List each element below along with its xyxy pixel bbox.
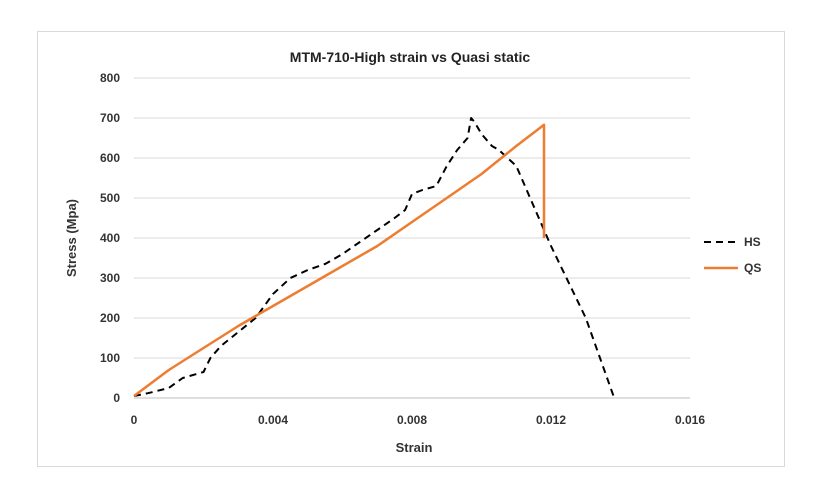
series-line-hs [133, 117, 615, 397]
y-tick-labels: 0 100 200 300 400 500 600 700 800 [100, 71, 120, 405]
y-tick-label: 700 [100, 111, 120, 125]
y-tick-label: 100 [100, 351, 120, 365]
chart-frame [37, 31, 785, 467]
y-tick-label: 500 [100, 191, 120, 205]
y-tick-label: 800 [100, 71, 120, 85]
y-axis-title: Stress (Mpa) [64, 199, 79, 277]
x-tick-label: 0.008 [397, 413, 427, 427]
x-tick-label: 0.012 [536, 413, 566, 427]
x-axis-title: Strain [396, 440, 433, 455]
x-tick-label: 0.004 [258, 413, 288, 427]
legend: HS QS [704, 235, 761, 275]
legend-label-qs: QS [744, 261, 761, 275]
y-tick-label: 300 [100, 271, 120, 285]
y-tick-label: 400 [100, 231, 120, 245]
series-layer [133, 117, 615, 398]
chart-title: MTM-710-High strain vs Quasi static [290, 49, 531, 65]
series-line-qs [133, 123, 546, 398]
y-tick-label: 200 [100, 311, 120, 325]
y-tick-label: 0 [113, 391, 120, 405]
gridlines [134, 77, 690, 359]
y-tick-label: 600 [100, 151, 120, 165]
x-tick-label: 0 [131, 413, 138, 427]
legend-label-hs: HS [744, 235, 761, 249]
x-tick-labels: 0 0.004 0.008 0.012 0.016 [131, 413, 706, 427]
x-tick-label: 0.016 [675, 413, 705, 427]
